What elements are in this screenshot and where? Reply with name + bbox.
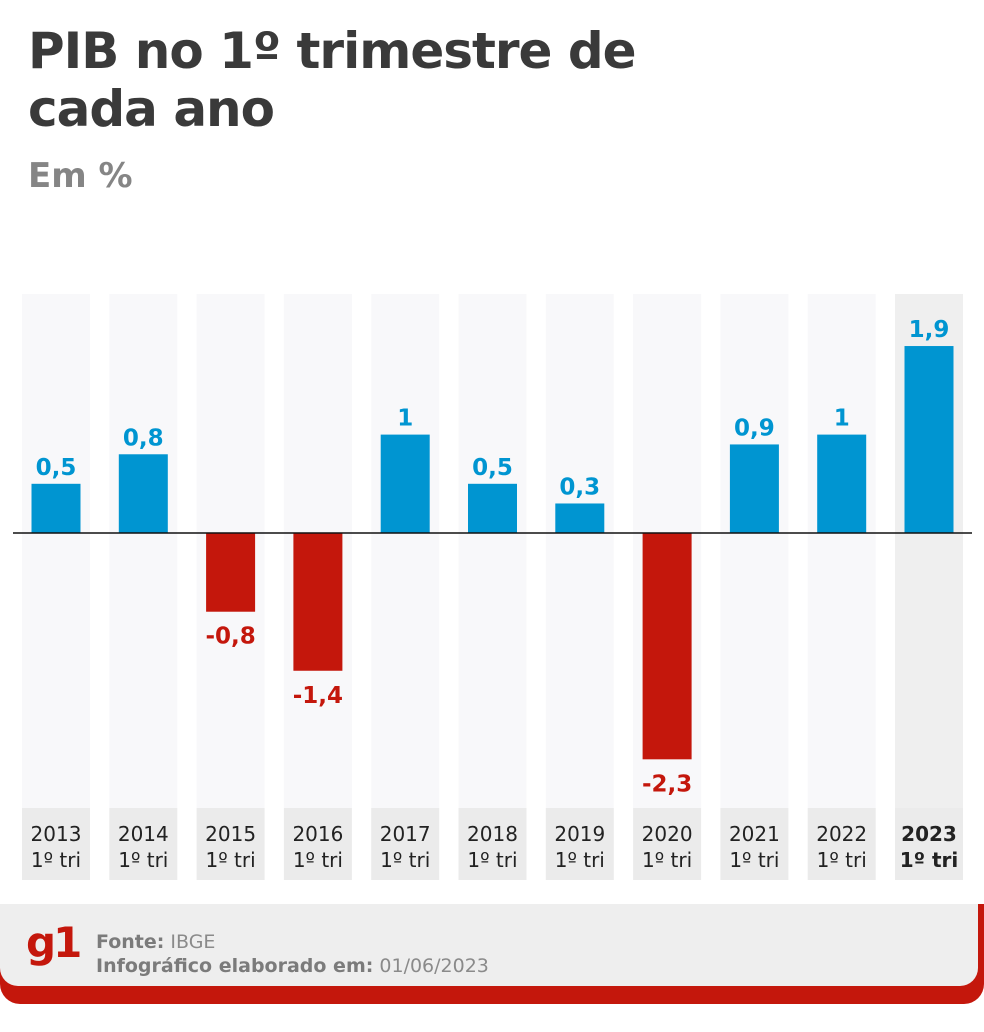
x-tick-label-period: 1º tri bbox=[118, 848, 168, 872]
data-label: 0,3 bbox=[559, 474, 600, 500]
chart-subtitle: Em % bbox=[28, 156, 133, 196]
x-tick-label-year: 2016 bbox=[292, 822, 343, 846]
x-tick-label-year: 2017 bbox=[380, 822, 431, 846]
bar bbox=[118, 454, 168, 533]
created-label: Infográfico elaborado em: bbox=[96, 955, 374, 977]
category-label-box bbox=[371, 808, 440, 880]
source-value: IBGE bbox=[170, 931, 216, 953]
column-background bbox=[545, 294, 614, 808]
x-tick-label-period: 1º tri bbox=[293, 848, 343, 872]
bar bbox=[817, 434, 867, 533]
data-label: 0,5 bbox=[36, 455, 77, 481]
category-label-box bbox=[22, 808, 90, 880]
data-label: 0,8 bbox=[123, 425, 164, 451]
x-tick-label-year: 2013 bbox=[31, 822, 82, 846]
bar bbox=[206, 533, 256, 612]
x-tick-label-year: 2023 bbox=[901, 822, 957, 846]
category-label-box bbox=[895, 808, 963, 880]
bar bbox=[293, 533, 343, 671]
column-background bbox=[807, 294, 876, 808]
x-tick-label-year: 2015 bbox=[205, 822, 256, 846]
category-label-box bbox=[109, 808, 178, 880]
chart-title: PIB no 1º trimestre de cada ano bbox=[28, 22, 637, 138]
created-line: Infográfico elaborado em: 01/06/2023 bbox=[96, 954, 489, 978]
bar bbox=[904, 346, 954, 533]
column-background bbox=[720, 294, 789, 808]
category-label-box bbox=[807, 808, 876, 880]
footer: g1 Fonte: IBGE Infográfico elaborado em:… bbox=[0, 904, 984, 1014]
x-tick-label-period: 1º tri bbox=[380, 848, 430, 872]
column-background bbox=[22, 294, 90, 808]
x-tick-label-period: 1º tri bbox=[642, 848, 692, 872]
column-background bbox=[109, 294, 178, 808]
category-label-box bbox=[458, 808, 527, 880]
category-label-box bbox=[545, 808, 614, 880]
source-info: Fonte: IBGE Infográfico elaborado em: 01… bbox=[96, 930, 489, 978]
category-label-box bbox=[196, 808, 265, 880]
source-label: Fonte: bbox=[96, 931, 165, 953]
x-tick-label-period: 1º tri bbox=[206, 848, 256, 872]
bar bbox=[555, 503, 605, 533]
x-tick-label-year: 2020 bbox=[642, 822, 693, 846]
footer-panel: g1 Fonte: IBGE Infográfico elaborado em:… bbox=[0, 904, 978, 986]
x-tick-label-period: 1º tri bbox=[31, 848, 81, 872]
column-background bbox=[371, 294, 440, 808]
bar bbox=[642, 533, 692, 760]
x-tick-label-year: 2014 bbox=[118, 822, 169, 846]
column-background bbox=[458, 294, 527, 808]
g1-logo-icon: g1 bbox=[26, 918, 82, 967]
category-label-box bbox=[283, 808, 352, 880]
x-tick-label-period: 1º tri bbox=[729, 848, 779, 872]
x-tick-label-period: 1º tri bbox=[555, 848, 605, 872]
x-tick-label-year: 2018 bbox=[467, 822, 518, 846]
data-label: -2,3 bbox=[642, 771, 692, 797]
bar bbox=[468, 483, 517, 533]
category-label-box bbox=[633, 808, 702, 880]
data-label: -0,8 bbox=[205, 624, 255, 650]
x-tick-label-year: 2019 bbox=[554, 822, 605, 846]
data-label: 1 bbox=[834, 406, 850, 432]
bar bbox=[729, 444, 779, 533]
bar bbox=[380, 434, 430, 533]
data-label: 0,9 bbox=[734, 415, 775, 441]
x-tick-label-period: 1º tri bbox=[900, 848, 958, 872]
data-label: 1 bbox=[397, 406, 413, 432]
data-label: 0,5 bbox=[472, 455, 513, 481]
bar bbox=[31, 483, 81, 533]
category-label-box bbox=[720, 808, 789, 880]
x-tick-label-period: 1º tri bbox=[467, 848, 517, 872]
data-label: -1,4 bbox=[293, 683, 343, 709]
x-tick-label-year: 2022 bbox=[816, 822, 867, 846]
x-tick-label-period: 1º tri bbox=[817, 848, 867, 872]
created-value: 01/06/2023 bbox=[379, 955, 489, 977]
x-tick-label-year: 2021 bbox=[729, 822, 780, 846]
source-line: Fonte: IBGE bbox=[96, 930, 489, 954]
data-label: 1,9 bbox=[909, 317, 950, 343]
